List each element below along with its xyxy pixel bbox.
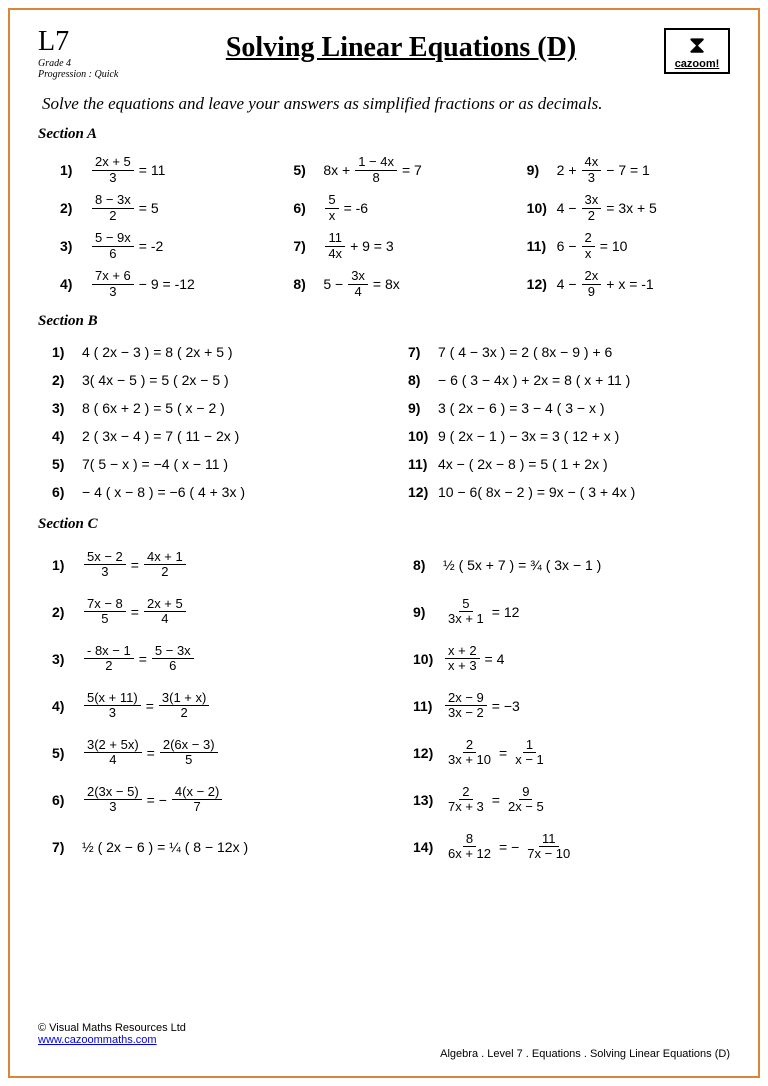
header: L7 Grade 4 Progression : Quick Solving L… (38, 28, 730, 80)
problem: 7)½ ( 2x − 6 ) = ¼ ( 8 − 12x ) (38, 823, 369, 870)
grade-text: Grade 4 (38, 58, 138, 69)
problem: 11)6 −2x= 10 (505, 227, 730, 265)
problem: 11)2x − 93x − 2= −3 (399, 682, 730, 729)
problem: 12)4 −2x9+ x = -1 (505, 265, 730, 303)
problem: 12)10 − 6( 8x − 2 ) = 9x − ( 3 + 4x ) (394, 478, 730, 506)
problem: 9)53x + 1= 12 (399, 588, 730, 635)
problem: 6)− 4 ( x − 8 ) = −6 ( 4 + 3x ) (38, 478, 374, 506)
problem: 4)7x + 63− 9 = -12 (38, 265, 263, 303)
problem: 3)5 − 9x6= -2 (38, 227, 263, 265)
footer: © Visual Maths Resources Ltd www.cazoomm… (38, 1022, 730, 1060)
copyright: © Visual Maths Resources Ltd (38, 1022, 730, 1034)
problem: 5)3(2 + 5x)4=2(6x − 3)5 (38, 729, 369, 776)
problem: 13)27x + 3=92x − 5 (399, 776, 730, 823)
problem: 3)- 8x − 12=5 − 3x6 (38, 635, 369, 682)
section-b: Section B 1)4 ( 2x − 3 ) = 8 ( 2x + 5 )2… (38, 313, 730, 506)
worksheet-page: L7 Grade 4 Progression : Quick Solving L… (8, 8, 760, 1078)
problem: 7)114x+ 9 = 3 (271, 227, 496, 265)
problem: 10)9 ( 2x − 1 ) − 3x = 3 ( 12 + x ) (394, 422, 730, 450)
problem: 1)4 ( 2x − 3 ) = 8 ( 2x + 5 ) (38, 338, 374, 366)
logo: ⧗ cazoom! (664, 28, 730, 74)
problem: 12)23x + 10=1x − 1 (399, 729, 730, 776)
section-a-title: Section A (38, 126, 730, 143)
problem: 6)2(3x − 5)3= −4(x − 2)7 (38, 776, 369, 823)
problem: 5)8x +1 − 4x8= 7 (271, 151, 496, 189)
problem: 6)5x= -6 (271, 189, 496, 227)
problem: 8)5 −3x4= 8x (271, 265, 496, 303)
problem: 5)7( 5 − x ) = −4 ( x − 11 ) (38, 450, 374, 478)
section-b-title: Section B (38, 313, 730, 330)
problem: 2)3( 4x − 5 ) = 5 ( 2x − 5 ) (38, 366, 374, 394)
section-a: Section A 1)2x + 53= 112)8 − 3x2= 53)5 −… (38, 126, 730, 303)
breadcrumb: Algebra . Level 7 . Equations . Solving … (38, 1048, 730, 1060)
problem: 1)2x + 53= 11 (38, 151, 263, 189)
progression-text: Progression : Quick (38, 69, 138, 80)
instruction-text: Solve the equations and leave your answe… (38, 94, 730, 114)
problem: 1)5x − 23=4x + 12 (38, 541, 369, 588)
problem: 8)½ ( 5x + 7 ) = ¾ ( 3x − 1 ) (399, 541, 730, 588)
problem: 4)2 ( 3x − 4 ) = 7 ( 11 − 2x ) (38, 422, 374, 450)
problem: 9)2 +4x3− 7 = 1 (505, 151, 730, 189)
problem: 14)86x + 12= −117x − 10 (399, 823, 730, 870)
problem: 4)5(x + 11)3=3(1 + x)2 (38, 682, 369, 729)
page-title: Solving Linear Equations (D) (154, 28, 648, 64)
level-code: L7 (38, 28, 138, 56)
hourglass-icon: ⧗ (672, 34, 722, 58)
level-block: L7 Grade 4 Progression : Quick (38, 28, 138, 80)
footer-link[interactable]: www.cazoommaths.com (38, 1034, 730, 1046)
section-c: Section C 1)5x − 23=4x + 122)7x − 85=2x … (38, 516, 730, 870)
logo-text: cazoom! (672, 58, 722, 70)
problem: 8)− 6 ( 3 − 4x ) + 2x = 8 ( x + 11 ) (394, 366, 730, 394)
problem: 10)x + 2x + 3= 4 (399, 635, 730, 682)
problem: 9)3 ( 2x − 6 ) = 3 − 4 ( 3 − x ) (394, 394, 730, 422)
problem: 3)8 ( 6x + 2 ) = 5 ( x − 2 ) (38, 394, 374, 422)
section-c-title: Section C (38, 516, 730, 533)
problem: 10)4 −3x2= 3x + 5 (505, 189, 730, 227)
problem: 11)4x − ( 2x − 8 ) = 5 ( 1 + 2x ) (394, 450, 730, 478)
problem: 2)8 − 3x2= 5 (38, 189, 263, 227)
problem: 7)7 ( 4 − 3x ) = 2 ( 8x − 9 ) + 6 (394, 338, 730, 366)
problem: 2)7x − 85=2x + 54 (38, 588, 369, 635)
